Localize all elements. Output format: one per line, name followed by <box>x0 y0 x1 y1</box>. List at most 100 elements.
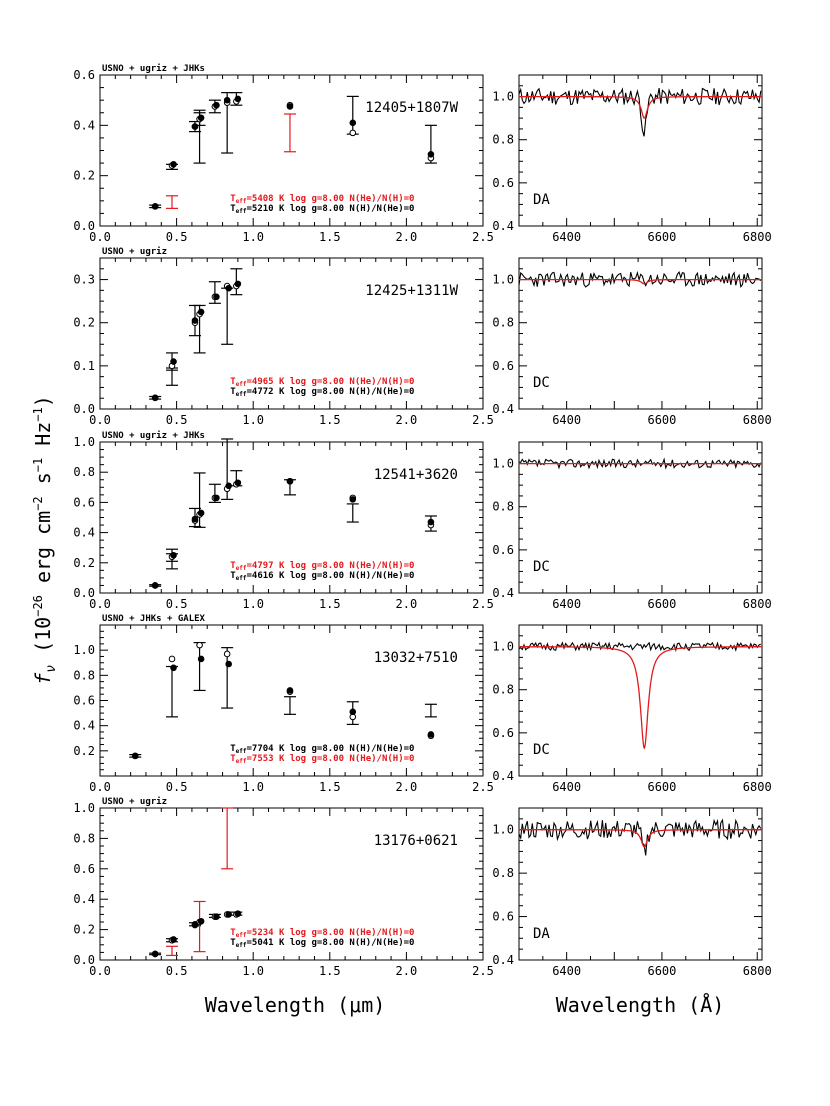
sed-panel-3: 0.0 0.5 1.0 1.5 2.0 2.5 0.2 0.4 0.6 0.8 1.0 USNO + … <box>73 614 494 794</box>
model-point-filled <box>286 103 294 110</box>
fit-label: Teff=4965 K log g=8.00 N(He)/N(H)=0 <box>230 377 414 388</box>
x-tick-label: 1.0 <box>242 780 264 794</box>
y-tick-label: 0.0 <box>73 219 95 233</box>
model-point-filled <box>197 509 205 517</box>
model-point-filled <box>213 293 220 301</box>
model-point-filled <box>234 95 242 103</box>
fit-rest: =7553 K log g=8.00 N(He)/N(H)=0 <box>246 754 414 764</box>
y-tick-label: 0.6 <box>73 495 95 509</box>
y-tick-label: 0.6 <box>492 910 514 924</box>
ylabel-exp3: −1 <box>31 458 45 472</box>
x-tick-label: 6400 <box>552 597 581 611</box>
spectral-type-label: DC <box>533 742 550 758</box>
fit-T: T <box>230 928 236 938</box>
x-tick-label: 2.0 <box>396 597 418 611</box>
y-tick-label: 0.2 <box>73 744 95 758</box>
fit-T: T <box>230 561 236 571</box>
y-tick-label: 0.6 <box>492 176 514 190</box>
model-point-filled <box>427 518 435 526</box>
observed-errorbar <box>346 503 359 523</box>
fit-T: T <box>230 387 236 397</box>
model-point-filled <box>234 910 242 917</box>
survey-label: USNO + ugriz + JHKs <box>102 63 205 74</box>
x-tick-label: 2.0 <box>396 230 418 244</box>
fit-label: Teff=7553 K log g=8.00 N(He)/N(H)=0 <box>230 754 414 765</box>
model-spectrum <box>519 829 762 848</box>
observed-errorbar <box>283 696 296 715</box>
object-name-label: 12541+3620 <box>374 467 458 483</box>
ylabel-pre: (10 <box>31 617 55 665</box>
x-tick-label: 6600 <box>647 780 676 794</box>
x-tick-label: 2.0 <box>396 964 418 978</box>
fit-label: Teff=5234 K log g=8.00 N(He)/N(H)=0 <box>230 928 414 939</box>
x-tick-label: 1.5 <box>319 597 341 611</box>
fit-label: Teff=4797 K log g=8.00 N(He)/N(H)=0 <box>230 561 414 572</box>
y-tick-label: 1.0 <box>492 457 514 471</box>
x-tick-label: 6600 <box>647 964 676 978</box>
y-tick-label: 0.4 <box>492 219 514 233</box>
y-tick-label: 1.0 <box>492 823 514 837</box>
fit-eff: eff <box>236 381 247 388</box>
model-point-filled <box>234 280 242 288</box>
y-axis-label: fν (10−26 erg cm−2 s−1 Hz−1) <box>31 395 59 685</box>
model-point-filled <box>151 582 159 589</box>
spectrum-frame <box>518 74 763 227</box>
y-tick-label: 0.8 <box>73 668 95 682</box>
y-tick-label: 0.2 <box>73 316 95 330</box>
observed-errorbar <box>193 900 206 953</box>
model-point-filled <box>151 394 159 402</box>
model-point-filled <box>197 308 205 316</box>
model-point-filled <box>197 917 205 925</box>
model-point-filled <box>151 203 159 210</box>
model-point-filled <box>170 551 177 559</box>
y-tick-label: 0.6 <box>73 68 95 82</box>
fit-T: T <box>230 194 236 204</box>
x-tick-label: 6400 <box>552 964 581 978</box>
x-tick-label: 2.5 <box>472 780 494 794</box>
x-tick-label: 1.5 <box>319 413 341 427</box>
model-point-filled <box>191 317 199 324</box>
model-point-open <box>223 650 231 658</box>
y-tick-label: 0.8 <box>73 465 95 479</box>
observed-spectrum <box>518 87 762 137</box>
fit-label: Teff=7704 K log g=8.00 N(H)/N(He)=0 <box>230 744 414 755</box>
model-point-filled <box>191 515 199 523</box>
sed-panel-0: 0.0 0.5 1.0 1.5 2.0 2.5 0.0 0.2 0.4 0.6 USNO + ugr… <box>73 63 494 244</box>
y-tick-label: 0.2 <box>73 923 95 937</box>
x-tick-label: 2.5 <box>472 964 494 978</box>
model-point-filled <box>170 358 177 365</box>
x-tick-label: 1.5 <box>319 230 341 244</box>
y-tick-label: 0.4 <box>73 118 95 132</box>
object-name-label: 12425+1311W <box>365 283 458 299</box>
x-tick-label: 6400 <box>552 413 581 427</box>
y-tick-label: 0.8 <box>492 683 514 697</box>
fit-eff: eff <box>236 198 247 205</box>
y-tick-label: 0.8 <box>492 316 514 330</box>
fit-eff: eff <box>236 565 247 572</box>
ylabel-mid1: erg cm <box>31 511 55 595</box>
y-tick-label: 0.6 <box>73 694 95 708</box>
model-point-open <box>349 129 357 137</box>
model-point-filled <box>170 936 177 943</box>
ylabel-mid2: s <box>31 472 55 496</box>
y-tick-label: 1.0 <box>492 90 514 104</box>
fit-T: T <box>230 744 236 754</box>
spectral-type-label: DC <box>533 375 550 391</box>
model-spectrum <box>519 95 762 119</box>
fit-T: T <box>230 938 236 948</box>
fit-rest: =5210 K log g=8.00 N(H)/N(He)=0 <box>246 204 414 214</box>
y-tick-label: 0.0 <box>73 953 95 967</box>
y-tick-label: 0.8 <box>492 133 514 147</box>
ylabel-exp1: −26 <box>31 595 45 617</box>
x-tick-label: 2.0 <box>396 780 418 794</box>
ylabel-mid3: Hz <box>31 422 55 458</box>
survey-label: USNO + JHKs + GALEX <box>102 614 206 624</box>
ylabel-exp2: −2 <box>31 496 45 510</box>
x-tick-label: 1.0 <box>242 964 264 978</box>
y-tick-label: 1.0 <box>73 801 95 815</box>
model-point-filled <box>191 123 199 130</box>
observed-errorbar <box>283 113 296 153</box>
object-name-label: 13032+7510 <box>374 650 458 666</box>
y-tick-label: 0.1 <box>73 359 95 373</box>
x-tick-label: 6800 <box>743 230 772 244</box>
